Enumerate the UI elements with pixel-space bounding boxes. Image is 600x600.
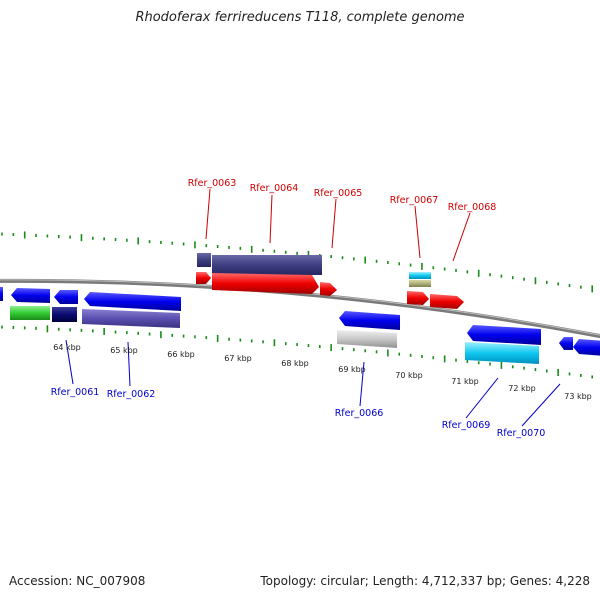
scale-label: 69 kbp xyxy=(338,365,366,374)
gene-rfer-0062[interactable] xyxy=(82,309,180,328)
gene-rfer-0063-slate[interactable] xyxy=(197,253,211,267)
scale-label: 73 kbp xyxy=(564,392,592,401)
gene-rfer-0070[interactable] xyxy=(573,339,600,356)
top-gene-labels: Rfer_0063 Rfer_0064 Rfer_0065 Rfer_0067 … xyxy=(188,178,497,213)
label-rfer-0062[interactable]: Rfer_0062 xyxy=(107,389,156,400)
gene-rfer-0068[interactable] xyxy=(430,294,464,309)
gene-rfer-0065[interactable] xyxy=(320,282,337,296)
gene-left-edge[interactable] xyxy=(0,287,3,301)
gene-rfer-0064[interactable] xyxy=(212,273,319,294)
gene-rfer-0066-arrow[interactable] xyxy=(339,311,400,330)
gene-rfer-0069[interactable] xyxy=(465,342,539,364)
label-rfer-0064[interactable]: Rfer_0064 xyxy=(250,183,299,194)
scale-label: 64 kbp xyxy=(53,343,81,352)
label-rfer-0061[interactable]: Rfer_0061 xyxy=(51,387,100,398)
label-rfer-0063[interactable]: Rfer_0063 xyxy=(188,178,237,189)
scale-label: 68 kbp xyxy=(281,359,309,368)
label-rfer-0069[interactable]: Rfer_0069 xyxy=(442,420,491,431)
gene-rfer-0062-arrow[interactable] xyxy=(84,292,181,311)
map-title: Rhodoferax ferrireducens T118, complete … xyxy=(135,10,465,25)
scale-label: 71 kbp xyxy=(451,377,479,386)
bottom-strand-genes xyxy=(0,287,600,364)
top-tick-row xyxy=(1,231,594,293)
scale-label: 72 kbp xyxy=(508,384,536,393)
label-rfer-0070[interactable]: Rfer_0070 xyxy=(497,428,546,439)
gene-left-2[interactable] xyxy=(54,290,78,304)
gene-rfer-0061[interactable] xyxy=(52,307,77,322)
gene-left-1[interactable] xyxy=(11,288,50,303)
scale-label: 65 kbp xyxy=(110,346,138,355)
genome-stats-text: Topology: circular; Length: 4,712,337 bp… xyxy=(260,574,590,588)
gene-rfer-0064-slate[interactable] xyxy=(212,255,322,275)
gene-rfer-0070-small[interactable] xyxy=(559,337,573,350)
gene-rfer-0067-olive[interactable] xyxy=(409,280,431,287)
bottom-gene-labels: Rfer_0061 Rfer_0062 Rfer_0066 Rfer_0069 … xyxy=(51,387,546,439)
scale-label: 70 kbp xyxy=(395,371,423,380)
scale-label: 67 kbp xyxy=(224,354,252,363)
label-rfer-0066[interactable]: Rfer_0066 xyxy=(335,408,384,419)
genome-backbone xyxy=(0,278,600,339)
scale-label: 66 kbp xyxy=(167,350,195,359)
top-label-leaders xyxy=(205,188,471,262)
gene-rfer-0063[interactable] xyxy=(196,272,211,284)
accession-text: Accession: NC_007908 xyxy=(9,574,146,588)
gene-rfer-0069-arrow[interactable] xyxy=(467,325,541,345)
bottom-tick-row xyxy=(1,325,594,379)
gene-rfer-0067[interactable] xyxy=(407,291,429,305)
label-rfer-0065[interactable]: Rfer_0065 xyxy=(314,188,363,199)
top-strand-genes xyxy=(196,253,464,309)
label-rfer-0067[interactable]: Rfer_0067 xyxy=(390,195,439,206)
label-rfer-0068[interactable]: Rfer_0068 xyxy=(448,202,497,213)
bottom-label-leaders xyxy=(65,339,561,427)
scale-labels: 64 kbp 65 kbp 66 kbp 67 kbp 68 kbp 69 kb… xyxy=(53,343,592,401)
gene-rfer-0067-cyan[interactable] xyxy=(409,272,431,279)
gene-green[interactable] xyxy=(10,306,50,320)
gene-rfer-0066[interactable] xyxy=(337,330,397,348)
